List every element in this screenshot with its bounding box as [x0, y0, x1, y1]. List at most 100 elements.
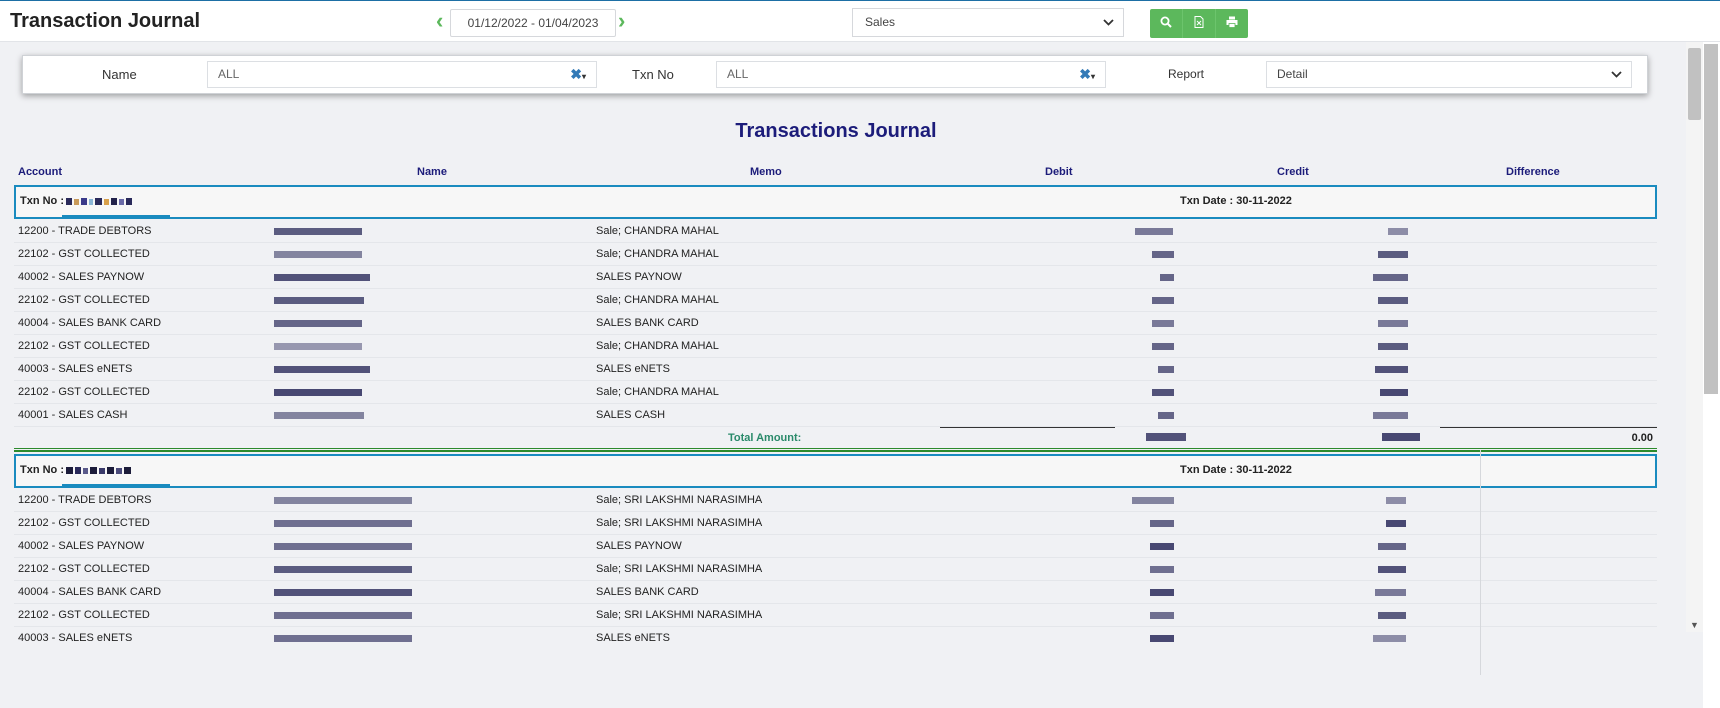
table-row: 12200 - TRADE DEBTORS Sale; CHANDRA MAHAL	[14, 220, 1657, 243]
chevron-right-icon[interactable]: ›	[618, 8, 626, 33]
account-cell: 40003 - SALES eNETS	[18, 632, 133, 644]
txn-no-label: Txn No :	[20, 195, 64, 207]
txn-filter-select[interactable]: ALL ✖▾	[716, 61, 1106, 88]
account-cell: 12200 - TRADE DEBTORS	[18, 494, 152, 506]
name-filter-select[interactable]: ALL ✖▾	[207, 61, 597, 88]
redacted-txn-id	[66, 198, 132, 205]
memo-cell: SALES eNETS	[596, 632, 670, 644]
column-divider	[1480, 450, 1481, 675]
memo-cell: Sale; CHANDRA MAHAL	[596, 294, 719, 306]
total-amount-label: Total Amount:	[728, 432, 802, 444]
txn-date: Txn Date : 30-11-2022	[1180, 195, 1292, 207]
memo-cell: Sale; SRI LAKSHMI NARASIMHA	[596, 563, 763, 575]
column-header-memo: Memo	[750, 166, 782, 178]
account-cell: 22102 - GST COLLECTED	[18, 609, 150, 621]
report-type-select[interactable]: Sales	[852, 8, 1124, 37]
inner-scrollbar-thumb[interactable]	[1688, 48, 1701, 120]
table-row: 22102 - GST COLLECTED Sale; SRI LAKSHMI N…	[14, 558, 1657, 581]
memo-cell: SALES BANK CARD	[596, 586, 699, 598]
excel-export-icon	[1194, 15, 1204, 33]
account-cell: 22102 - GST COLLECTED	[18, 248, 150, 260]
table-row: 22102 - GST COLLECTED Sale; SRI LAKSHMI N…	[14, 512, 1657, 535]
chevron-left-icon[interactable]: ‹	[436, 8, 444, 33]
search-icon	[1160, 15, 1172, 33]
table-row: 22102 - GST COLLECTED Sale; CHANDRA MAHAL	[14, 335, 1657, 358]
txn-header: Txn No : Txn Date : 30-11-2022	[14, 454, 1657, 488]
txn-no-label: Txn No :	[20, 464, 64, 476]
memo-cell: SALES PAYNOW	[596, 540, 682, 552]
txn-filter-value: ALL	[727, 67, 749, 81]
table-row: 40003 - SALES eNETS SALES eNETS	[14, 358, 1657, 381]
memo-cell: Sale; CHANDRA MAHAL	[596, 225, 719, 237]
page-title: Transaction Journal	[10, 10, 201, 32]
txn-header: Txn No : Txn Date : 30-11-2022	[14, 185, 1657, 219]
scroll-down-icon[interactable]: ▼	[1690, 620, 1699, 630]
memo-cell: SALES CASH	[596, 409, 666, 421]
memo-cell: Sale; CHANDRA MAHAL	[596, 386, 719, 398]
account-cell: 22102 - GST COLLECTED	[18, 294, 150, 306]
table-row: 40002 - SALES PAYNOW SALES PAYNOW	[14, 266, 1657, 289]
total-double-underline	[14, 448, 1657, 452]
memo-cell: SALES PAYNOW	[596, 271, 682, 283]
column-header-credit: Credit	[1277, 166, 1309, 178]
account-cell: 40001 - SALES CASH	[18, 409, 128, 421]
account-cell: 22102 - GST COLLECTED	[18, 386, 150, 398]
account-cell: 40003 - SALES eNETS	[18, 363, 133, 375]
memo-cell: Sale; CHANDRA MAHAL	[596, 248, 719, 260]
report-detail-select[interactable]: Detail	[1266, 61, 1632, 88]
account-cell: 22102 - GST COLLECTED	[18, 517, 150, 529]
report-detail-value: Detail	[1277, 67, 1308, 81]
inner-scrollbar[interactable]	[1686, 42, 1703, 632]
export-excel-button[interactable]	[1182, 9, 1215, 38]
txn-underline	[62, 484, 170, 486]
account-cell: 40004 - SALES BANK CARD	[18, 586, 162, 598]
account-cell: 22102 - GST COLLECTED	[18, 563, 150, 575]
report-title: Transactions Journal	[735, 120, 937, 142]
memo-cell: Sale; SRI LAKSHMI NARASIMHA	[596, 609, 763, 621]
memo-cell: SALES BANK CARD	[596, 317, 699, 329]
chevron-down-icon	[1103, 9, 1114, 47]
redacted-txn-id	[66, 467, 131, 474]
date-range-input[interactable]: 01/12/2022 - 01/04/2023	[450, 9, 616, 37]
column-header-debit: Debit	[1045, 166, 1073, 178]
action-button-group	[1150, 9, 1248, 38]
memo-cell: Sale; SRI LAKSHMI NARASIMHA	[596, 494, 763, 506]
total-row: Total Amount: 0.00	[14, 426, 1657, 450]
clear-icon[interactable]: ✖▾	[570, 66, 586, 82]
table-row: 22102 - GST COLLECTED Sale; SRI LAKSHMI N…	[14, 604, 1657, 627]
redacted-values	[274, 497, 1406, 642]
account-cell: 40002 - SALES PAYNOW	[18, 271, 145, 283]
txn-underline	[62, 215, 170, 217]
memo-cell: Sale; SRI LAKSHMI NARASIMHA	[596, 517, 763, 529]
clear-icon[interactable]: ✖▾	[1079, 66, 1095, 82]
chevron-down-icon	[1611, 62, 1622, 97]
table-row: 40002 - SALES PAYNOW SALES PAYNOW	[14, 535, 1657, 558]
column-header-difference: Difference	[1506, 166, 1560, 178]
table-row: 40001 - SALES CASH SALES CASH	[14, 404, 1657, 427]
filter-panel: Name ALL ✖▾ Txn No ALL ✖▾ Report Detail	[22, 55, 1648, 94]
print-button[interactable]	[1215, 9, 1248, 38]
total-divider	[940, 427, 1115, 428]
table-row: 40004 - SALES BANK CARD SALES BANK CARD	[14, 581, 1657, 604]
table-row: 40004 - SALES BANK CARD SALES BANK CARD	[14, 312, 1657, 335]
column-header-name: Name	[417, 166, 447, 178]
txn-date: Txn Date : 30-11-2022	[1180, 464, 1292, 476]
report-type-value: Sales	[865, 15, 896, 29]
account-cell: 40004 - SALES BANK CARD	[18, 317, 162, 329]
name-filter-label: Name	[102, 67, 137, 82]
name-filter-value: ALL	[218, 67, 240, 81]
difference-total: 0.00	[1631, 432, 1653, 444]
report-filter-label: Report	[1168, 67, 1205, 81]
total-divider	[1440, 427, 1657, 428]
table-row: 22102 - GST COLLECTED Sale; CHANDRA MAHAL	[14, 243, 1657, 266]
txn-filter-label: Txn No	[632, 67, 674, 82]
table-row: 22102 - GST COLLECTED Sale; CHANDRA MAHAL	[14, 381, 1657, 404]
redacted-values	[274, 228, 1408, 419]
top-bar: Transaction Journal ‹ 01/12/2022 - 01/04…	[0, 0, 1720, 42]
table-row: 40003 - SALES eNETS SALES eNETS	[14, 627, 1657, 650]
search-button[interactable]	[1150, 9, 1182, 38]
page-scrollbar-thumb[interactable]	[1704, 44, 1718, 394]
table-row: 12200 - TRADE DEBTORS Sale; SRI LAKSHMI N…	[14, 489, 1657, 512]
memo-cell: Sale; CHANDRA MAHAL	[596, 340, 719, 352]
memo-cell: SALES eNETS	[596, 363, 670, 375]
